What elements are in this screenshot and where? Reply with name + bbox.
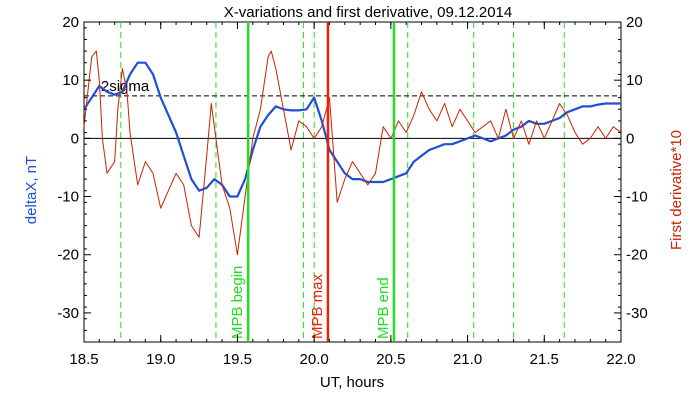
x-tick-label: 19.0 (146, 351, 175, 368)
y-tick-label-right: -30 (626, 305, 648, 322)
y-tick-label-left: -30 (57, 305, 79, 322)
chart-title: X-variations and first derivative, 09.12… (224, 4, 513, 21)
x-tick-label: 22.0 (606, 351, 635, 368)
x-tick-label: 20.5 (376, 351, 405, 368)
mpb-markers: MPB begin MPB max MPB end (229, 22, 396, 342)
marker-label: MPB end (375, 277, 392, 339)
x-tick-label: 21.5 (530, 351, 559, 368)
x-tick-label: 18.5 (69, 351, 98, 368)
x-axis-label: UT, hours (320, 374, 384, 391)
y-tick-label-right: -20 (626, 247, 648, 264)
y-tick-label-left: 0 (71, 130, 79, 147)
y-tick-label-right: 10 (626, 72, 643, 89)
x-tick-label: 19.5 (223, 351, 252, 368)
y-tick-label-left: 10 (62, 72, 79, 89)
marker-label: MPB begin (229, 266, 246, 339)
dashed-green-lines (120, 22, 565, 342)
x-tick-label: 20.0 (300, 351, 329, 368)
y-tick-label-left: -20 (57, 247, 79, 264)
marker-label: MPB max (309, 273, 326, 339)
axis-ticks: 18.5 19.0 19.5 20.0 20.5 21.0 21.5 22.0 -30 -30 -2… (57, 14, 647, 368)
series-lines (83, 50, 622, 256)
series-line-derivative (83, 50, 622, 256)
plot-area (83, 21, 622, 343)
series-line-deltaX (83, 61, 621, 198)
y-tick-label-right: 0 (626, 130, 634, 147)
y-axis-label-right: First derivative*10 (668, 130, 685, 250)
y-axis-label-left: deltaX, nT (23, 156, 40, 224)
x-tick-label: 21.0 (453, 351, 482, 368)
y-tick-label-right: 20 (626, 14, 643, 31)
y-tick-label-left: 20 (62, 14, 79, 31)
y-tick-label-right: -10 (626, 189, 648, 206)
y-tick-label-left: -10 (57, 189, 79, 206)
